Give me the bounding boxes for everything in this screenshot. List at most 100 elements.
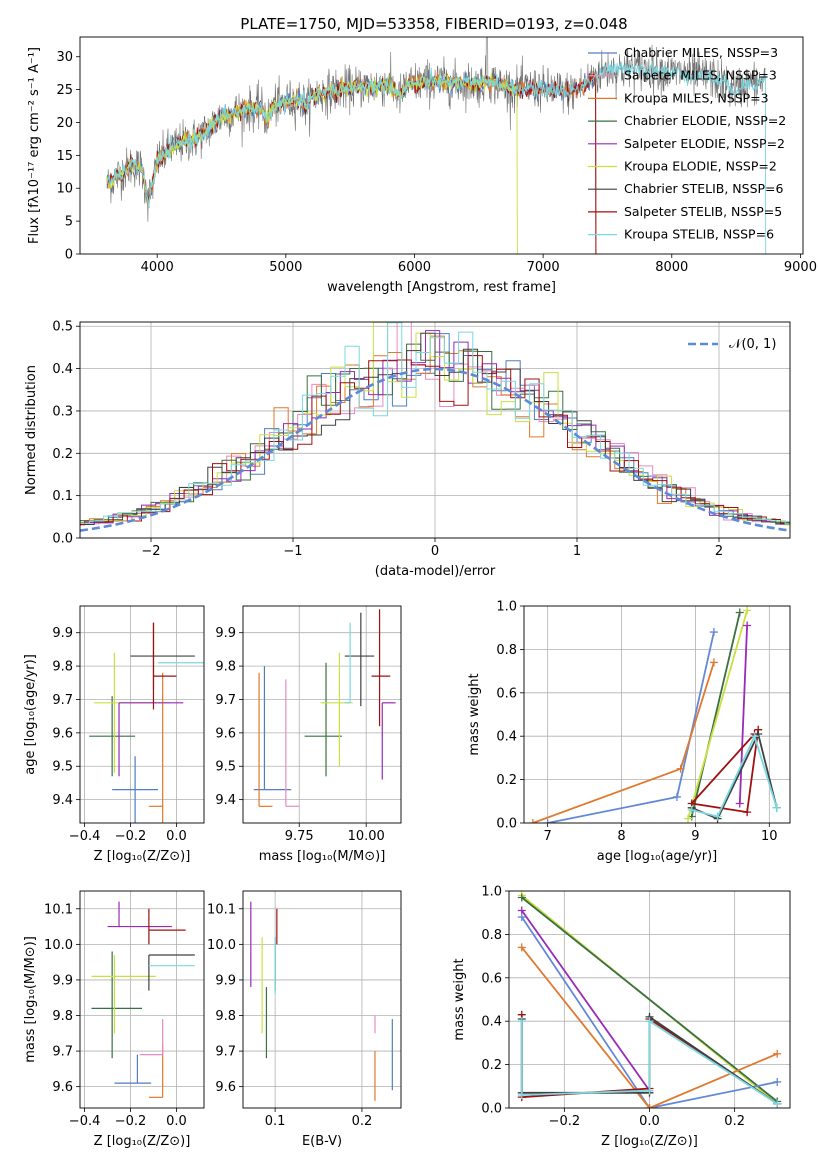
x-axis-label: wavelength [Angstrom, rest frame] bbox=[327, 280, 556, 295]
x-tick-label: 9000 bbox=[784, 260, 817, 275]
x-axis-label: Z [log₁₀(Z/Z⊙)] bbox=[601, 1134, 698, 1149]
residual-histogram-step bbox=[80, 355, 790, 526]
mass-weight-marker bbox=[709, 658, 718, 667]
axes-frame bbox=[523, 605, 791, 824]
mass-weight-marker bbox=[735, 799, 744, 808]
model-spectrum-line bbox=[106, 60, 767, 254]
mass-weight-series-line bbox=[521, 909, 651, 1092]
y-tick-label: 0.2 bbox=[52, 447, 73, 462]
plot-area bbox=[528, 606, 781, 823]
legend-entry: Kroupa ELODIE, NSSP=2 bbox=[624, 159, 777, 174]
errorbar-point bbox=[304, 662, 343, 777]
x-tick-label: 10.00 bbox=[348, 829, 385, 844]
axes-frame bbox=[79, 605, 205, 824]
age-vs-metallicity-panel: −0.4 −0.2 0.0 9.4 9.5 9.6 9.7 9.8 9.9 Z [log₁₀(Z/… bbox=[23, 605, 205, 864]
mass-weight-marker bbox=[713, 812, 722, 821]
legend-entry: Kroupa STELIB, NSSP=6 bbox=[624, 227, 774, 242]
mass-weight-marker bbox=[517, 913, 526, 922]
mass-weight-marker bbox=[773, 1049, 782, 1058]
mass-weight-series-line bbox=[687, 610, 748, 819]
mass-weight-marker bbox=[672, 792, 681, 801]
x-axis-label: E(B-V) bbox=[302, 1134, 342, 1149]
y-tick-label: 0.4 bbox=[481, 1015, 502, 1030]
y-tick-label: 9.8 bbox=[215, 660, 236, 675]
residual-histogram-panel: −2 −1 0 1 2 0.0 0.1 0.2 0.3 0.4 0.5 (data-model)/er… bbox=[24, 320, 791, 579]
x-axis-label: Z [log₁₀(Z/Z⊙)] bbox=[94, 849, 191, 864]
plot-area bbox=[253, 609, 396, 807]
errorbar-point bbox=[253, 666, 292, 791]
mass-vs-ebv-panel: 0.1 0.2 9.6 9.7 9.8 9.9 10.0 10.1 E(B-V) bbox=[207, 890, 402, 1149]
mass-weight-marker bbox=[750, 732, 759, 741]
y-tick-label: 10 bbox=[56, 182, 73, 197]
mass-weight-series-line bbox=[547, 631, 715, 823]
y-tick-label: 9.8 bbox=[52, 660, 73, 675]
x-tick-label: 0.2 bbox=[352, 1114, 373, 1129]
legend-entry: 𝒩(0, 1) bbox=[729, 337, 776, 352]
mass-weight-marker bbox=[645, 1086, 654, 1095]
errorbar-point bbox=[89, 696, 136, 777]
x-tick-label: −0.2 bbox=[115, 1114, 147, 1129]
spectrum-panel: 4000 5000 6000 7000 8000 9000 0 5 10 15 20 25 30 wave… bbox=[27, 36, 817, 295]
errorbar-point bbox=[148, 954, 195, 991]
y-tick-label: 9.6 bbox=[215, 1080, 236, 1095]
y-tick-label: 9.8 bbox=[52, 1009, 73, 1024]
y-tick-label: 9.4 bbox=[215, 793, 236, 808]
mass-weight-series-line bbox=[532, 662, 715, 823]
x-tick-label: 7000 bbox=[527, 260, 560, 275]
x-tick-label: 5000 bbox=[269, 260, 302, 275]
axes-frame bbox=[79, 36, 804, 255]
errorbar-point bbox=[148, 908, 186, 945]
y-tick-label: 0.6 bbox=[481, 971, 502, 986]
errorbar-point bbox=[371, 609, 391, 727]
y-tick-label: 0.0 bbox=[496, 817, 517, 832]
errorbar-point bbox=[139, 1019, 164, 1056]
y-tick-label: 9.7 bbox=[52, 693, 73, 708]
mass-weight-series-line bbox=[521, 946, 778, 1108]
mass-weight-marker bbox=[743, 808, 752, 817]
x-axis-label: Z [log₁₀(Z/Z⊙)] bbox=[94, 1134, 191, 1149]
y-tick-label: 0.3 bbox=[52, 404, 73, 419]
y-tick-label: 0.2 bbox=[481, 1058, 502, 1073]
residual-histogram-step bbox=[80, 322, 790, 525]
x-tick-label: −0.2 bbox=[549, 1114, 581, 1129]
y-tick-label: 10.0 bbox=[44, 938, 73, 953]
x-tick-label: 2 bbox=[715, 544, 723, 559]
y-tick-label: 9.6 bbox=[215, 726, 236, 741]
y-tick-label: 9.9 bbox=[52, 973, 73, 988]
plot-area bbox=[106, 37, 767, 254]
x-axis-label: age [log₁₀(age/yr)] bbox=[597, 849, 718, 864]
plot-area bbox=[91, 901, 195, 1098]
errorbar-point bbox=[118, 702, 184, 777]
mass-weight-marker bbox=[517, 943, 526, 952]
legend-entry: Chabrier STELIB, NSSP=6 bbox=[624, 181, 784, 196]
plot-area bbox=[250, 901, 393, 1101]
mass-weight-marker bbox=[743, 606, 752, 615]
y-tick-label: 0.1 bbox=[52, 489, 73, 504]
y-tick-label: 25 bbox=[56, 83, 73, 98]
legend-entry: Kroupa MILES, NSSP=3 bbox=[624, 90, 769, 105]
age-vs-mass-panel: 9.75 10.00 9.4 9.5 9.6 9.7 9.8 9.9 mass [log₁₀(M… bbox=[215, 605, 402, 864]
mass-weight-marker bbox=[517, 1017, 526, 1026]
axes-frame bbox=[242, 890, 402, 1109]
axes-frame bbox=[242, 605, 402, 824]
mass-weight-series-line bbox=[691, 733, 778, 818]
y-tick-label: 9.6 bbox=[52, 1080, 73, 1095]
y-axis-label: mass [log₁₀(M/M⊙)] bbox=[23, 936, 38, 1063]
errorbar-point bbox=[148, 1043, 164, 1098]
mass-weight-series-line bbox=[521, 896, 778, 1103]
x-tick-label: 8000 bbox=[655, 260, 688, 275]
plot-area bbox=[80, 322, 790, 532]
mass-weight-marker bbox=[676, 764, 685, 773]
mass-weight-vs-metallicity-panel: −0.2 0.0 0.2 0.0 0.2 0.4 0.6 0.8 1.0 Z [log₁₀(Z/Z… bbox=[452, 885, 791, 1149]
y-tick-label: 0.0 bbox=[52, 532, 73, 547]
normal-pdf-curve bbox=[80, 367, 790, 532]
errorbar-point bbox=[285, 679, 300, 807]
y-tick-label: 10.1 bbox=[207, 902, 236, 917]
errorbar-point bbox=[258, 672, 273, 807]
mass-weight-marker bbox=[684, 814, 693, 823]
y-tick-label: 0.6 bbox=[496, 686, 517, 701]
y-tick-label: 9.9 bbox=[215, 626, 236, 641]
y-axis-label: age [log₁₀(age/yr)] bbox=[23, 654, 38, 775]
axes-frame bbox=[79, 890, 205, 1109]
